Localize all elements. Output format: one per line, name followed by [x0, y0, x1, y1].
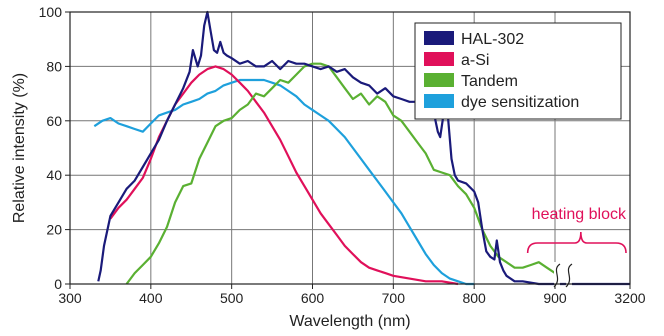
y-axis-label: Relative intensity (%)	[11, 73, 28, 223]
x-tick-label: 3200	[614, 290, 645, 306]
x-tick-label: 400	[139, 290, 163, 306]
y-tick-label: 80	[46, 58, 62, 74]
legend: HAL-302 a-Si Tandem dye sensitization	[414, 22, 622, 120]
legend-swatch	[424, 73, 454, 87]
series-line-hal-302	[97, 10, 630, 286]
x-axis-label: Wavelength (nm)	[289, 313, 410, 330]
x-tick-label: 500	[220, 290, 244, 306]
legend-swatch	[424, 31, 454, 45]
y-tick-label: 20	[46, 222, 62, 238]
axis-break-mark	[565, 263, 573, 288]
legend-swatch	[424, 52, 454, 66]
heating-block-bracket	[526, 231, 627, 254]
heating-block-label: heating block	[532, 206, 627, 223]
x-tick-label: 700	[382, 290, 406, 306]
legend-label: dye sensitization	[461, 94, 579, 111]
annotation-layer: heating block	[526, 206, 627, 288]
x-tick-label: 300	[58, 290, 82, 306]
y-tick-label: 100	[39, 4, 63, 20]
legend-label: Tandem	[461, 73, 518, 90]
y-tick-label: 40	[46, 167, 62, 183]
x-tick-label: 600	[301, 290, 325, 306]
legend-label: HAL-302	[461, 31, 524, 48]
ticks: 0 20 40 60 80 100 300 400 500 600 700 800 900 3200	[39, 4, 646, 306]
x-tick-label: 800	[462, 290, 486, 306]
plot-frame	[69, 11, 631, 285]
legend-swatch	[424, 94, 454, 108]
series-layer	[93, 10, 630, 286]
axis-break-mark	[553, 263, 561, 288]
legend-label: a-Si	[461, 52, 489, 69]
y-tick-label: 0	[54, 276, 62, 292]
y-tick-label: 60	[46, 113, 62, 129]
series-line-dye-sensitization	[93, 78, 475, 286]
x-tick-label: 900	[543, 290, 567, 306]
